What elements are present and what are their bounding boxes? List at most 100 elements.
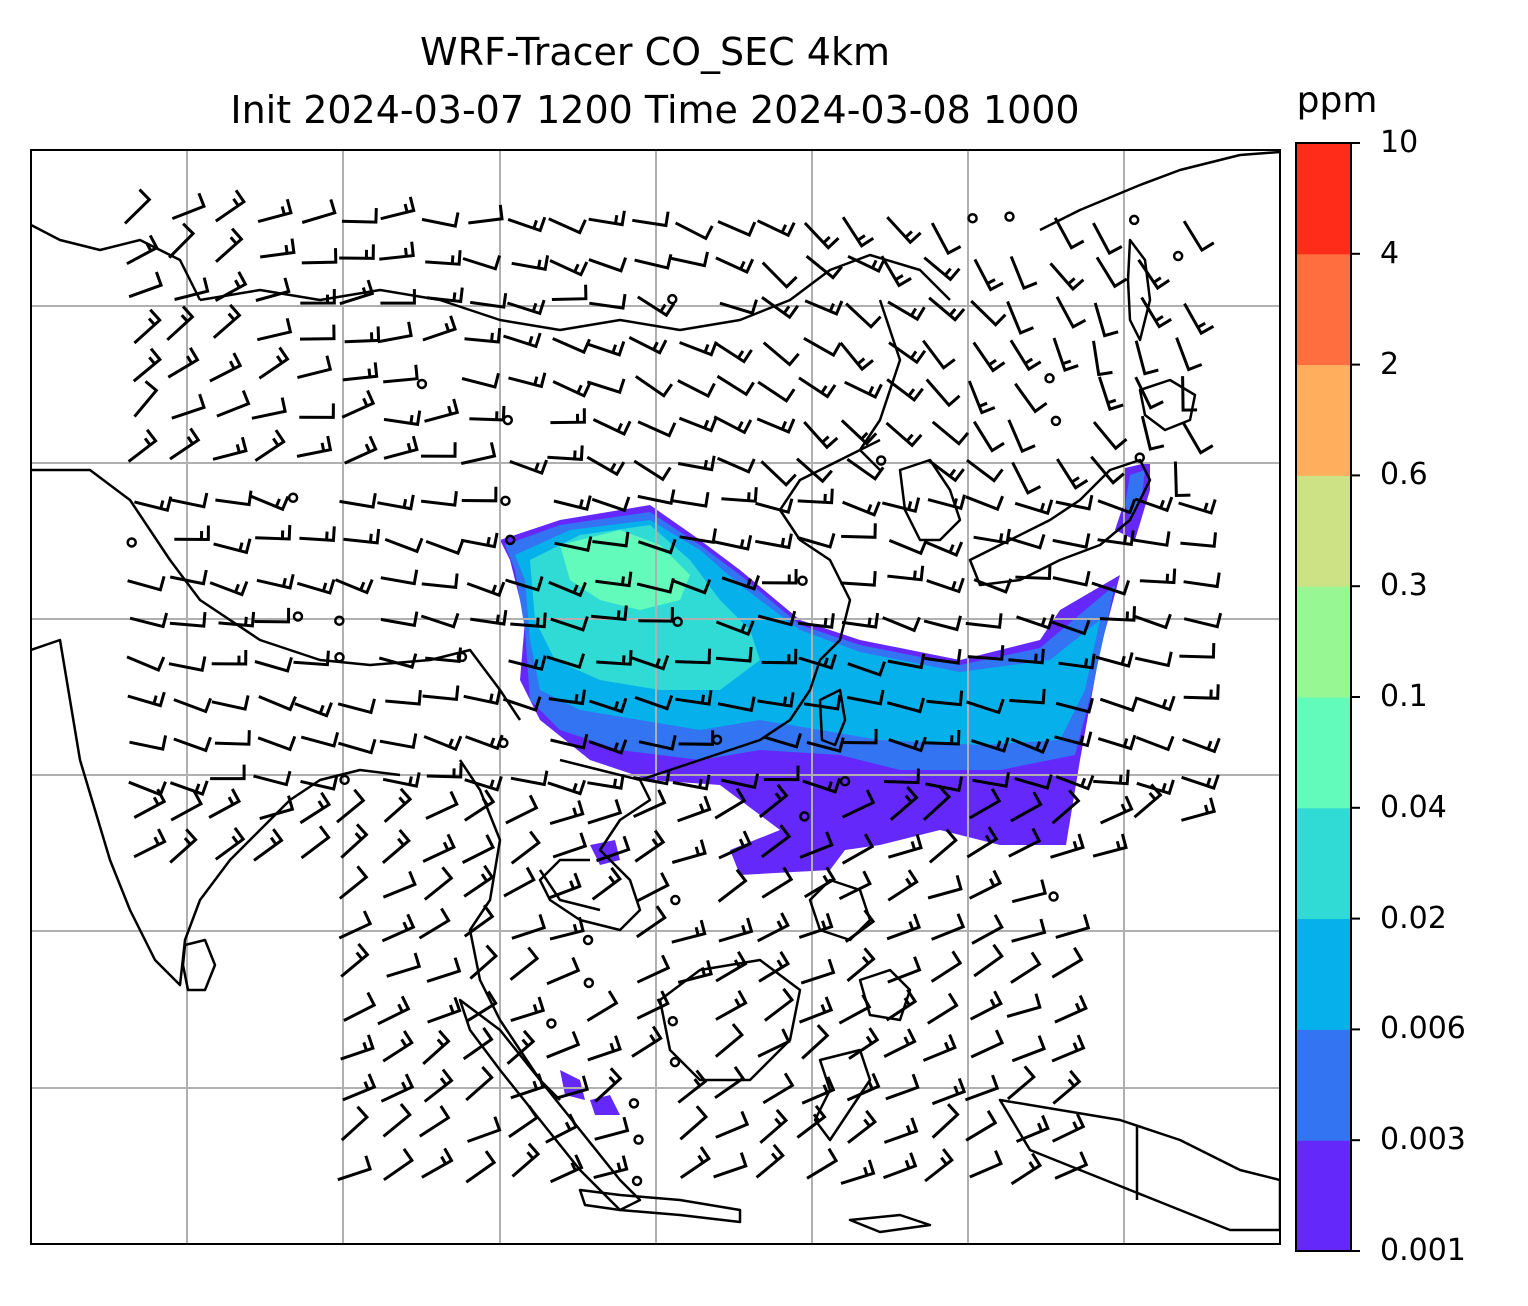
- timor: [848, 1213, 932, 1234]
- wind-barb: [334, 578, 374, 595]
- calm-wind-circle: [502, 414, 514, 426]
- calm-wind-circle: [875, 455, 887, 466]
- wind-barb: [1134, 340, 1159, 376]
- wind-barb: [1014, 382, 1048, 414]
- wind-barb: [638, 607, 674, 623]
- wind-barb: [208, 788, 242, 819]
- wind-barb: [503, 332, 542, 349]
- calm-wind-circle: [126, 537, 137, 548]
- wind-barb: [1137, 258, 1171, 291]
- wind-barb: [931, 913, 966, 941]
- calm-wind-circle: [1044, 373, 1055, 384]
- wind-barb: [420, 442, 457, 458]
- wind-barb: [718, 830, 752, 860]
- wind-barb: [715, 989, 748, 1021]
- calm-wind-circle: [1004, 211, 1015, 222]
- wind-barb: [422, 1029, 451, 1066]
- wind-barb: [1006, 993, 1042, 1018]
- wind-barb: [797, 488, 834, 505]
- wind-barb: [971, 914, 1004, 945]
- wind-barb: [343, 991, 377, 1022]
- wind-barb: [889, 786, 919, 821]
- wind-barb: [1009, 688, 1046, 705]
- wind-barb: [586, 378, 626, 395]
- wind-barb: [166, 305, 195, 341]
- wind-barb: [671, 919, 707, 944]
- indochina-coast: [458, 759, 561, 1101]
- wind-barb: [550, 733, 589, 750]
- wind-barb: [677, 379, 716, 399]
- wind-barb: [887, 300, 926, 322]
- wind-barb: [466, 990, 498, 1023]
- wind-barb: [1053, 217, 1085, 250]
- wind-barb: [340, 1034, 375, 1061]
- wind-barb: [1049, 262, 1085, 292]
- colorbar-segment: [1296, 143, 1351, 255]
- wind-barb: [552, 832, 588, 859]
- wind-barb: [838, 870, 872, 901]
- wind-barb: [798, 912, 834, 939]
- wind-barb: [299, 324, 336, 341]
- wind-barb: [1015, 564, 1052, 581]
- plume-japan-inner: [1125, 470, 1145, 520]
- wind-barb: [300, 825, 331, 860]
- wind-barb: [924, 1148, 954, 1183]
- wind-barb: [755, 1143, 785, 1179]
- wind-barb: [761, 824, 792, 858]
- wind-barb: [547, 445, 584, 461]
- wind-barb: [463, 689, 502, 706]
- wind-barb: [887, 565, 925, 582]
- wind-barb: [761, 296, 800, 320]
- wind-barb: [1140, 296, 1172, 329]
- wind-barb: [672, 491, 710, 508]
- wind-barb: [883, 1117, 919, 1144]
- wind-barb: [466, 1116, 502, 1143]
- wind-barb: [637, 420, 677, 438]
- wind-barb: [798, 654, 837, 670]
- wind-barb: [255, 524, 292, 541]
- wind-barb: [1181, 797, 1217, 822]
- wind-barb: [343, 528, 381, 545]
- wind-barb: [132, 347, 163, 383]
- wind-barb: [133, 308, 162, 345]
- wind-barb: [715, 620, 755, 637]
- wind-barb: [258, 695, 297, 712]
- colorbar-segment: [1296, 918, 1351, 1030]
- wind-barb: [588, 210, 626, 227]
- wind-barb: [554, 536, 593, 552]
- wind-barb: [378, 653, 418, 669]
- wind-barb: [760, 460, 797, 487]
- wind-barb: [1006, 533, 1046, 550]
- wind-barb: [300, 289, 336, 305]
- wind-barb: [171, 192, 206, 220]
- wind-barb: [931, 1077, 967, 1106]
- wind-barb: [719, 299, 758, 315]
- wind-barb: [380, 1073, 415, 1103]
- wind-barb: [463, 789, 496, 822]
- wind-barb: [634, 375, 674, 398]
- wind-barb: [383, 1148, 414, 1182]
- wind-barb: [468, 204, 504, 225]
- colorbar: [1295, 142, 1360, 1252]
- wind-barb: [211, 695, 250, 711]
- wind-barb: [1093, 302, 1119, 338]
- wind-barb: [418, 1105, 451, 1138]
- wind-barb: [634, 695, 674, 711]
- wind-barb: [1007, 419, 1036, 454]
- wind-barb: [1006, 1065, 1036, 1101]
- wind-barb: [586, 341, 626, 357]
- calm-wind-circle: [334, 652, 345, 663]
- wind-barb: [1135, 735, 1175, 752]
- wind-barb: [806, 1147, 839, 1180]
- wind-barb: [757, 692, 795, 708]
- wind-barb: [213, 538, 252, 555]
- wind-barb: [1011, 879, 1048, 904]
- mongolia-border: [199, 253, 951, 332]
- himalaya-border: [31, 468, 522, 721]
- wind-barb: [805, 255, 843, 280]
- wind-barb: [886, 697, 925, 714]
- wind-barb: [259, 795, 295, 821]
- wind-barb: [212, 436, 248, 461]
- wind-barb: [1134, 376, 1164, 410]
- wind-barb: [762, 1072, 795, 1105]
